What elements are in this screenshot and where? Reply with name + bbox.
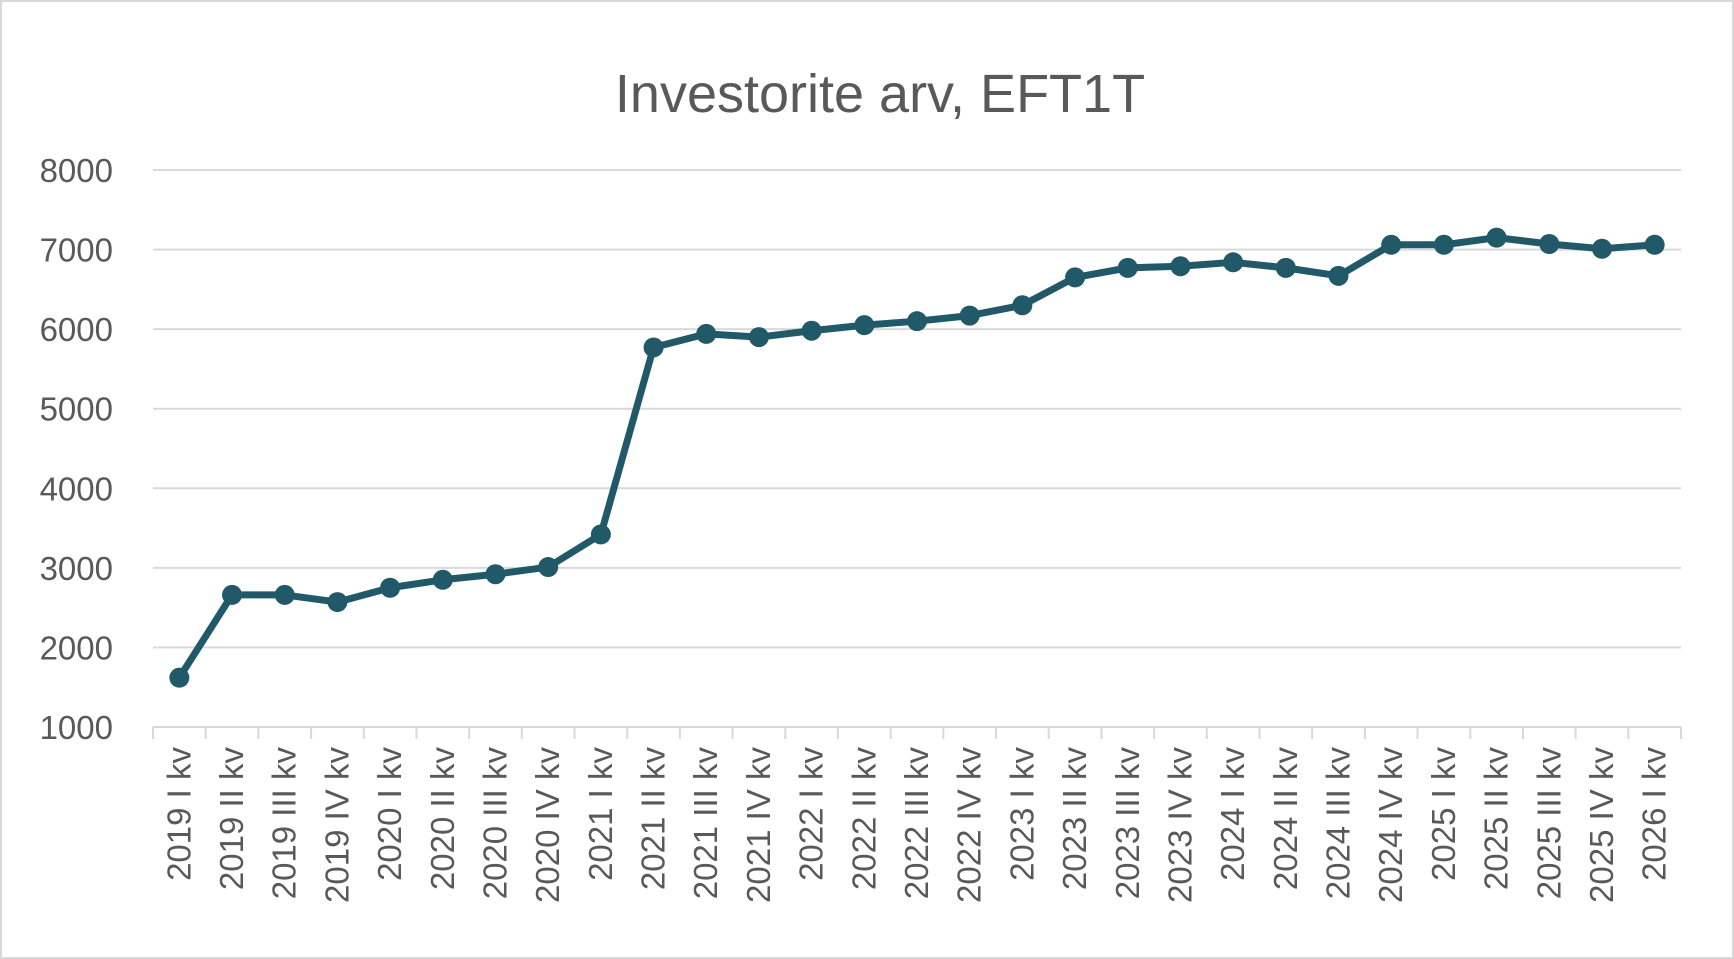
x-tick-label: 2023 IV kv	[1161, 747, 1198, 903]
gridlines	[153, 169, 1681, 649]
data-point	[696, 323, 717, 344]
x-tick-label: 2020 IV kv	[529, 747, 566, 903]
data-point	[1012, 295, 1033, 316]
y-tick-label: 3000	[40, 550, 113, 587]
data-point	[1433, 234, 1454, 255]
data-point	[380, 577, 401, 598]
data-point	[485, 564, 506, 585]
y-tick-label: 5000	[40, 391, 113, 428]
data-point	[222, 584, 243, 605]
x-tick-label: 2022 II kv	[845, 747, 882, 891]
data-point	[1170, 256, 1191, 277]
y-tick-label: 1000	[40, 709, 113, 746]
x-tick-label: 2021 III kv	[687, 747, 724, 900]
data-point	[854, 315, 875, 336]
y-tick-label: 6000	[40, 311, 113, 348]
x-tick-label: 2023 I kv	[1003, 747, 1040, 881]
series-line	[175, 234, 1659, 682]
x-tick-label: 2019 II kv	[213, 747, 250, 891]
chart-title: Investorite arv, EFT1T	[615, 64, 1145, 124]
x-tick-label: 2021 I kv	[582, 747, 619, 881]
data-point	[1275, 257, 1296, 278]
x-tick-label: 2022 IV kv	[951, 747, 988, 903]
x-tick-label: 2024 I kv	[1214, 747, 1251, 881]
y-tick-label: 4000	[40, 470, 113, 507]
x-tick-label: 2019 I kv	[160, 747, 197, 881]
data-point	[907, 311, 927, 332]
x-tick-label: 2020 I kv	[371, 747, 408, 881]
x-tick-label: 2019 IV kv	[318, 747, 355, 903]
x-tick-label: 2023 II kv	[1056, 747, 1093, 891]
x-tick-label: 2019 III kv	[266, 747, 303, 900]
data-point	[1381, 234, 1402, 255]
data-point	[959, 305, 980, 326]
x-tick-label: 2025 II kv	[1478, 747, 1515, 891]
data-point	[1223, 252, 1244, 273]
x-axis	[152, 726, 1682, 739]
x-tick-label: 2023 III kv	[1109, 747, 1146, 900]
x-tick-label: 2021 IV kv	[740, 747, 777, 903]
data-point	[1644, 234, 1665, 255]
data-point	[327, 592, 348, 613]
x-tick-label: 2024 IV kv	[1372, 747, 1409, 903]
x-tick-label: 2022 III kv	[898, 747, 935, 900]
y-tick-label: 8000	[40, 152, 113, 189]
data-point	[1117, 257, 1138, 278]
x-axis-ticks: 2019 I kv 2019 II kv 2019 III kv 2019 IV kv…	[160, 747, 1672, 903]
data-point	[590, 524, 611, 545]
x-tick-label: 2021 II kv	[635, 747, 672, 891]
y-axis-ticks: 8000 7000 6000 5000 4000 3000 2000 1000	[40, 152, 113, 746]
x-tick-label: 2020 III kv	[476, 747, 513, 900]
data-point	[1065, 267, 1086, 288]
x-tick-label: 2025 IV kv	[1583, 747, 1620, 903]
data-point	[1591, 238, 1612, 259]
data-point	[801, 320, 822, 341]
x-tick-label: 2026 I kv	[1636, 747, 1673, 881]
data-point	[1328, 265, 1349, 286]
x-tick-label: 2024 III kv	[1320, 747, 1357, 900]
data-point	[643, 337, 664, 358]
series-line-group	[169, 227, 1665, 688]
data-point	[1486, 227, 1507, 248]
y-tick-label: 2000	[40, 629, 113, 666]
data-point	[169, 667, 190, 688]
data-point	[274, 584, 295, 605]
x-tick-label: 2020 II kv	[424, 747, 461, 891]
x-tick-label: 2025 I kv	[1425, 747, 1462, 881]
data-point	[538, 557, 559, 578]
x-tick-label: 2022 I kv	[793, 747, 830, 881]
x-tick-label: 2024 II kv	[1267, 747, 1304, 891]
data-point	[1539, 234, 1560, 255]
data-point	[748, 327, 769, 348]
data-point	[432, 569, 453, 590]
y-tick-label: 7000	[40, 232, 113, 269]
x-tick-label: 2025 III kv	[1530, 747, 1567, 900]
